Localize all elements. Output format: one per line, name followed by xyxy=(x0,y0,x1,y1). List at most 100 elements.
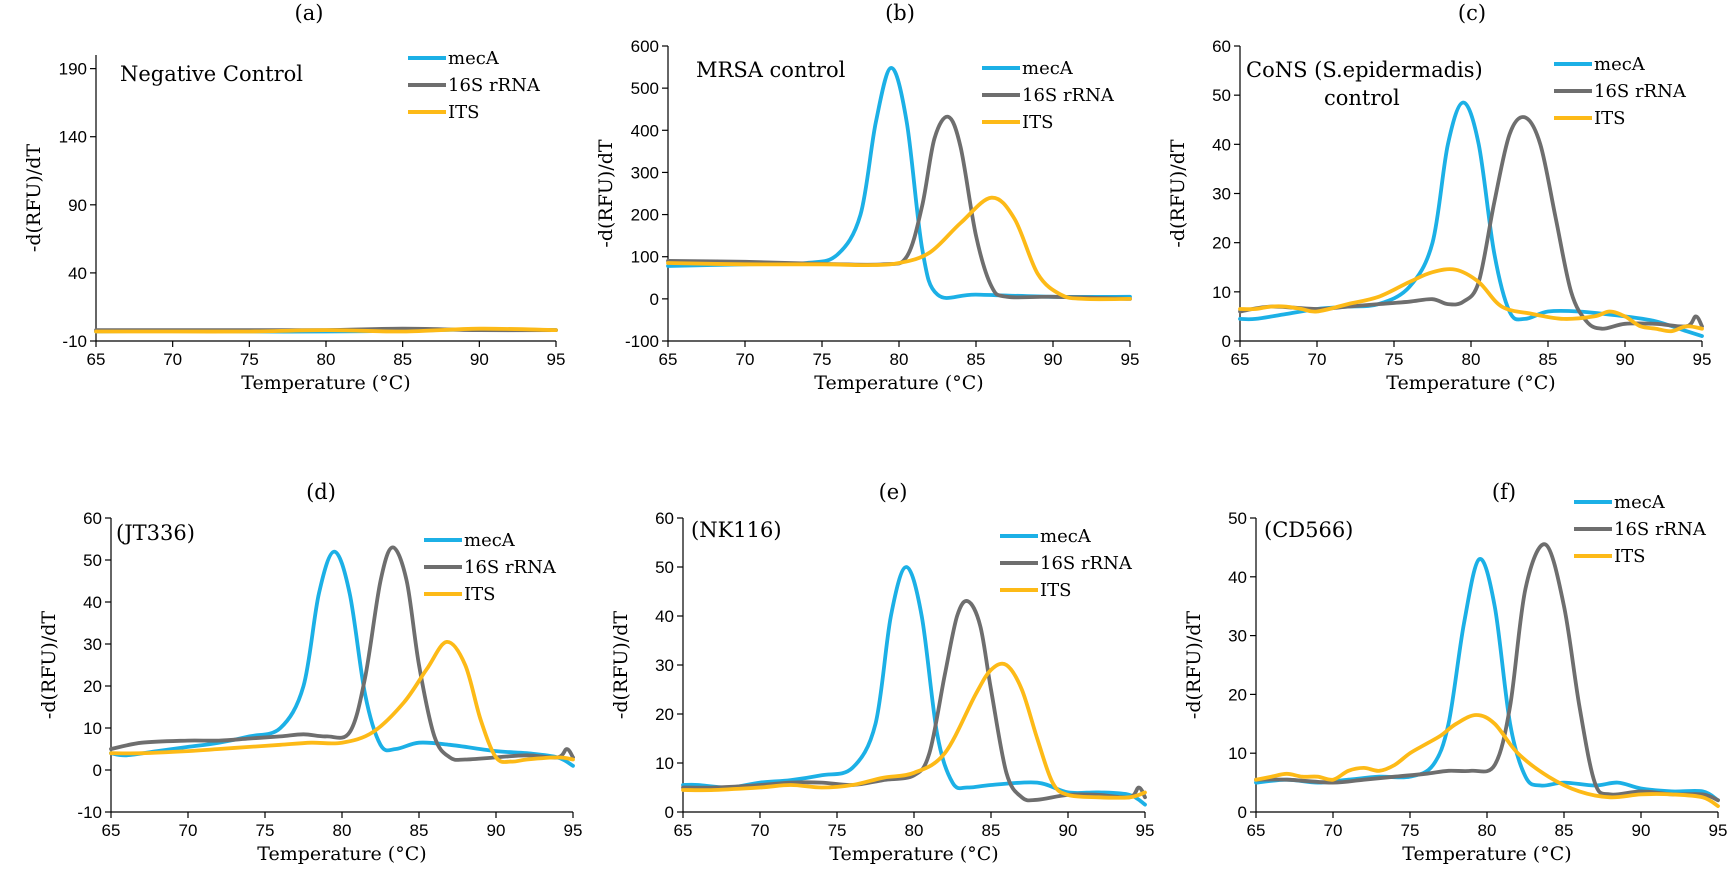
series-line-its xyxy=(1254,713,1720,808)
y-tick-label: 30 xyxy=(1228,627,1247,646)
panel-b: -100 0 100 200 300 400 500 600 65 70 75 80 85 90 95 Tem… xyxy=(595,1,1139,394)
y-tick-label: 300 xyxy=(631,163,659,182)
x-tick-label: 95 xyxy=(547,350,566,369)
y-axis-title: -d(RFU)/dT xyxy=(23,144,45,252)
y-tick-label: 600 xyxy=(631,37,659,56)
legend-label: 16S rRNA xyxy=(1594,81,1687,102)
x-tick-label: 75 xyxy=(813,350,832,369)
legend-label: ITS xyxy=(1594,108,1625,129)
panel-annotation: (CD566) xyxy=(1264,518,1353,542)
series-line-its xyxy=(681,661,1147,800)
series-line-its xyxy=(1238,267,1704,334)
x-tick-label: 90 xyxy=(1044,350,1063,369)
x-axis-title: Temperature (°C) xyxy=(1402,843,1571,865)
x-tick-label: 95 xyxy=(1693,350,1712,369)
legend-label: mecA xyxy=(1040,526,1092,547)
y-tick-label: 200 xyxy=(631,206,659,225)
y-tick-label: 40 xyxy=(1212,135,1231,154)
y-tick-label: 90 xyxy=(68,196,87,215)
x-tick-label: 85 xyxy=(1555,821,1574,840)
x-tick-label: 65 xyxy=(659,350,678,369)
panel-title: (f) xyxy=(1492,480,1516,504)
legend-label: 16S rRNA xyxy=(1614,519,1707,540)
x-tick-label: 65 xyxy=(87,350,106,369)
x-tick-label: 90 xyxy=(487,821,506,840)
series-line-meca xyxy=(681,565,1147,807)
legend: mecA 16S rRNA ITS xyxy=(1554,54,1687,129)
panel-f: 0 10 20 30 40 50 65 70 75 80 85 90 95 Temperature (°C… xyxy=(1183,480,1727,865)
y-tick-label: 40 xyxy=(655,607,674,626)
x-tick-label: 80 xyxy=(905,821,924,840)
series-line-meca xyxy=(1254,557,1720,803)
y-tick-label: 60 xyxy=(655,509,674,528)
y-tick-label: -10 xyxy=(77,803,102,822)
panel-a: -10 40 90 140 190 65 70 75 80 85 90 95 Temperature (… xyxy=(23,1,565,394)
y-tick-label: 30 xyxy=(1212,185,1231,204)
x-tick-label: 90 xyxy=(1059,821,1078,840)
x-tick-label: 90 xyxy=(1632,821,1651,840)
legend-label: mecA xyxy=(464,530,516,551)
panel-annotation: (NK116) xyxy=(691,518,782,542)
x-tick-label: 75 xyxy=(828,821,847,840)
x-tick-label: 95 xyxy=(564,821,583,840)
series-line-meca xyxy=(1238,100,1704,338)
legend-label: ITS xyxy=(448,102,479,123)
y-axis-title: -d(RFU)/dT xyxy=(1167,139,1189,247)
y-tick-label: 50 xyxy=(655,558,674,577)
y-tick-label: 190 xyxy=(59,60,87,79)
legend-label: 16S rRNA xyxy=(464,557,557,578)
legend-label: mecA xyxy=(448,48,500,69)
y-tick-label: 50 xyxy=(83,551,102,570)
x-tick-label: 95 xyxy=(1709,821,1728,840)
y-tick-label: 10 xyxy=(1228,744,1247,763)
x-tick-label: 70 xyxy=(751,821,770,840)
y-tick-label: 20 xyxy=(83,677,102,696)
x-axis-title: Temperature (°C) xyxy=(814,372,983,394)
y-tick-label: 40 xyxy=(83,593,102,612)
panel-title: (c) xyxy=(1458,1,1486,25)
y-tick-label: 30 xyxy=(655,656,674,675)
x-tick-label: 75 xyxy=(240,350,259,369)
series-line-its xyxy=(94,326,558,334)
x-tick-label: 70 xyxy=(179,821,198,840)
x-tick-label: 95 xyxy=(1136,821,1155,840)
y-tick-label: 60 xyxy=(1212,37,1231,56)
y-tick-label: 0 xyxy=(665,803,674,822)
x-tick-label: 90 xyxy=(1616,350,1635,369)
legend-label: mecA xyxy=(1022,58,1074,79)
y-tick-label: 0 xyxy=(650,290,659,309)
x-tick-label: 85 xyxy=(1539,350,1558,369)
y-tick-label: 140 xyxy=(59,128,87,147)
legend-label: ITS xyxy=(1040,580,1071,601)
series-line-16s-rrna xyxy=(681,599,1147,803)
y-tick-label: 10 xyxy=(83,719,102,738)
y-axis-title: -d(RFU)/dT xyxy=(595,139,617,247)
x-tick-label: 75 xyxy=(256,821,275,840)
y-tick-label: 40 xyxy=(68,264,87,283)
x-tick-label: 70 xyxy=(1308,350,1327,369)
x-tick-label: 85 xyxy=(967,350,986,369)
x-tick-label: 65 xyxy=(674,821,693,840)
legend-label: 16S rRNA xyxy=(1040,553,1133,574)
x-tick-label: 85 xyxy=(410,821,429,840)
legend: mecA 16S rRNA ITS xyxy=(982,58,1115,133)
series-line-16s-rrna xyxy=(666,114,1132,301)
panel-annotation: CoNS (S.epidermadis) xyxy=(1246,58,1483,82)
panel-title: (e) xyxy=(879,480,908,504)
y-tick-label: 60 xyxy=(83,509,102,528)
x-tick-label: 95 xyxy=(1121,350,1140,369)
y-tick-label: 40 xyxy=(1228,568,1247,587)
series-line-16s-rrna xyxy=(1238,115,1704,331)
x-axis-title: Temperature (°C) xyxy=(1386,372,1555,394)
panel-title: (b) xyxy=(885,1,915,25)
legend-label: mecA xyxy=(1614,492,1666,513)
y-tick-label: -10 xyxy=(62,332,87,351)
panel-title: (a) xyxy=(295,1,324,25)
x-tick-label: 80 xyxy=(890,350,909,369)
x-tick-label: 80 xyxy=(1478,821,1497,840)
y-tick-label: 500 xyxy=(631,79,659,98)
x-tick-label: 65 xyxy=(102,821,121,840)
x-tick-label: 65 xyxy=(1247,821,1266,840)
x-tick-label: 70 xyxy=(163,350,182,369)
y-axis-title: -d(RFU)/dT xyxy=(38,611,60,719)
